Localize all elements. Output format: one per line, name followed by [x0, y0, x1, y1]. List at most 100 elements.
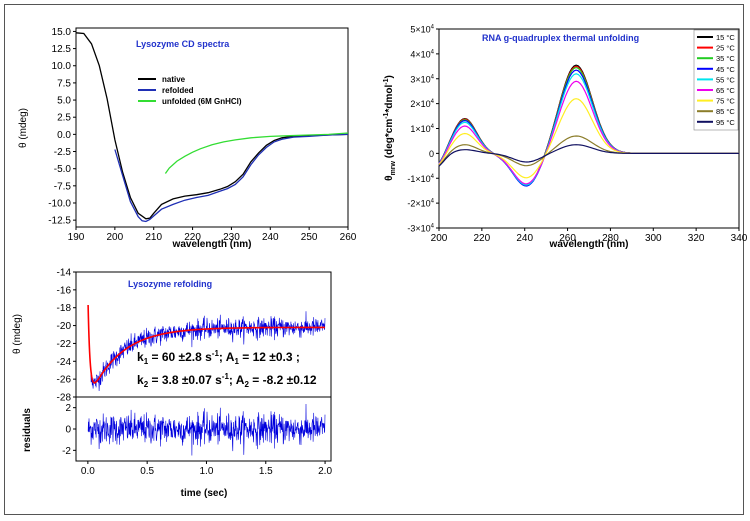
residuals-chart: 0.0 0.5 1.0 1.5 2.0 2 0 -2 time (sec) residual… — [22, 396, 332, 499]
rna-y-tick-label-1: 4×104 — [410, 49, 434, 59]
refolding-y-tick-label-1: -16 — [57, 285, 72, 296]
cd-chart-title: Lysozyme CD spectra — [136, 39, 230, 49]
residuals-x-ticks: 0.0 0.5 1.0 1.5 2.0 — [81, 461, 332, 477]
rna-legend-label-4: 55 °C — [716, 75, 735, 84]
rna-legend-label-8: 95 °C — [716, 118, 735, 127]
cd-y-tick-label-9: -7.5 — [54, 181, 72, 192]
cd-plot-frame — [75, 27, 349, 228]
rna-x-axis-label: wavelength (nm) — [549, 239, 629, 250]
cd-y-tick-label-4: 5.0 — [57, 96, 71, 107]
fit-parameters-line-2: k2 = 3.8 ±0.07 s-1; A2 = -8.2 ±0.12 — [137, 372, 317, 389]
rna-legend: 15 °C 25 °C35 °C 45 °C55 °C 65 °C 75 °C85 °C… — [693, 29, 739, 131]
rna-y-tick-label-0: 5×104 — [410, 25, 434, 35]
rna-x-tick-label-7: 340 — [731, 233, 748, 244]
rna-y-ticks: 5×104 4×104 3×104 2×104 1×104 0 -1×104 -2×104 -3… — [407, 25, 439, 234]
cd-x-ticks: 190 200 210 220 230 240 250 260 — [68, 227, 357, 243]
cd-x-axis-label: wavelength (nm) — [172, 239, 252, 250]
cd-x-tick-label-6: 250 — [301, 232, 318, 243]
fit-parameters-line-1: k1 = 60 ±2.8 s-1; A1 = 12 ±0.3 ; — [137, 349, 300, 366]
cd-x-tick-label-0: 190 — [68, 232, 85, 243]
rna-x-tick-label-1: 220 — [474, 233, 491, 244]
rna-chart-title: RNA g-quadruplex thermal unfolding — [482, 33, 639, 43]
refolding-y-tick-label-3: -20 — [57, 321, 72, 332]
cd-x-tick-label-7: 260 — [340, 232, 357, 243]
refolding-y-tick-label-7: -28 — [57, 393, 72, 404]
cd-series-line-2 — [164, 132, 349, 174]
residuals-x-tick-label-1: 0.5 — [140, 466, 154, 477]
cd-x-tick-label-4: 230 — [223, 232, 240, 243]
rna-y-tick-label-3: 2×104 — [410, 99, 434, 109]
rna-legend-label-5: 65 °C — [716, 86, 735, 95]
rna-legend-label-1: 25 °C — [716, 44, 735, 53]
cd-y-tick-label-11: -12.5 — [48, 216, 71, 227]
cd-y-tick-label-6: 0.0 — [57, 130, 71, 141]
cd-legend-label-1: refolded — [162, 86, 194, 95]
cd-y-tick-label-2: 10.0 — [52, 61, 72, 72]
rna-x-tick-label-2: 240 — [516, 233, 533, 244]
cd-series-line-1 — [114, 133, 349, 223]
rna-legend-label-0: 15 °C — [716, 33, 735, 42]
cd-y-tick-label-1: 12.5 — [52, 44, 72, 55]
cd-spectra-chart: 190 200 210 220 230 240 250 260 15.0 12.5 10.0 7.5… — [18, 27, 357, 250]
residuals-trace — [87, 403, 326, 456]
cd-y-tick-label-0: 15.0 — [52, 27, 72, 38]
refolding-traces — [87, 304, 326, 392]
rna-series-lines — [438, 64, 739, 187]
refolding-y-ticks: -14 -16 -18 -20 -22 -24 -26 -28 — [57, 268, 76, 404]
refolding-y-tick-label-6: -26 — [57, 375, 72, 386]
residuals-x-tick-label-4: 2.0 — [318, 466, 332, 477]
residuals-y-axis-label: residuals — [22, 408, 33, 452]
rna-legend-label-7: 85 °C — [716, 107, 735, 116]
cd-x-tick-label-3: 220 — [184, 232, 201, 243]
cd-x-tick-label-2: 210 — [145, 232, 162, 243]
cd-y-tick-label-7: -2.5 — [54, 147, 72, 158]
refolding-y-tick-label-4: -22 — [57, 339, 72, 350]
rna-x-tick-label-3: 260 — [559, 233, 576, 244]
refolding-y-axis-label: θ (mdeg) — [12, 314, 23, 354]
rna-legend-label-6: 75 °C — [716, 97, 735, 106]
refolding-chart-title: Lysozyme refolding — [128, 279, 212, 289]
rna-y-tick-label-2: 3×104 — [410, 74, 434, 84]
residuals-x-tick-label-0: 0.0 — [81, 466, 95, 477]
refolding-data-trace — [87, 306, 326, 392]
rna-y-axis-label: θmrw (deg*cm-1*dmol-1) — [383, 75, 397, 181]
rna-legend-label-2: 35 °C — [716, 54, 735, 63]
cd-legend-label-0: native — [162, 75, 186, 84]
rna-x-ticks: 200 220 240 260 280 300 320 340 — [431, 228, 748, 244]
rna-unfolding-chart: 200 220 240 260 280 300 320 340 5×104 4×104 3×104… — [383, 25, 748, 251]
rna-series-line-8 — [438, 144, 739, 167]
cd-y-tick-label-3: 7.5 — [57, 78, 71, 89]
rna-x-tick-label-4: 280 — [602, 233, 619, 244]
cd-y-ticks: 15.0 12.5 10.0 7.5 5.0 2.5 0.0 -2.5 -5.0 -7.5 -10.… — [48, 27, 76, 227]
rna-x-tick-label-5: 300 — [645, 233, 662, 244]
rna-y-tick-label-8: -3×104 — [407, 224, 434, 234]
rna-y-tick-label-7: -2×104 — [407, 199, 434, 209]
cd-y-tick-label-5: 2.5 — [57, 113, 71, 124]
cd-series-line-0 — [75, 32, 349, 220]
cd-y-tick-label-8: -5.0 — [54, 164, 72, 175]
cd-series-lines — [75, 32, 349, 223]
rna-x-tick-label-6: 320 — [688, 233, 705, 244]
residuals-x-axis-label: time (sec) — [181, 488, 228, 499]
refolding-y-tick-label-0: -14 — [57, 268, 72, 279]
cd-y-tick-label-10: -10.0 — [48, 198, 71, 209]
residuals-line — [87, 403, 326, 456]
refolding-y-tick-label-2: -18 — [57, 303, 72, 314]
refolding-chart: -14 -16 -18 -20 -22 -24 -26 -28 Lysozyme refold… — [12, 268, 332, 404]
cd-x-tick-label-5: 240 — [262, 232, 279, 243]
cd-legend: native refolded unfolded (6M GnHCl) — [138, 75, 242, 106]
rna-y-tick-label-4: 1×104 — [410, 124, 434, 134]
cd-legend-label-2: unfolded (6M GnHCl) — [162, 97, 242, 106]
cd-x-tick-label-1: 200 — [107, 232, 124, 243]
residuals-x-tick-label-3: 1.5 — [259, 466, 273, 477]
rna-y-tick-label-5: 0 — [429, 149, 434, 159]
residuals-y-tick-label-0: 2 — [65, 403, 71, 414]
residuals-y-tick-label-2: -2 — [62, 446, 71, 457]
residuals-x-tick-label-2: 1.0 — [200, 466, 214, 477]
figure-frame — [4, 4, 744, 515]
rna-x-tick-label-0: 200 — [431, 233, 448, 244]
rna-y-tick-label-6: -1×104 — [407, 174, 434, 184]
refolding-fit-curve — [87, 304, 325, 384]
residuals-y-ticks: 2 0 -2 — [62, 403, 76, 457]
